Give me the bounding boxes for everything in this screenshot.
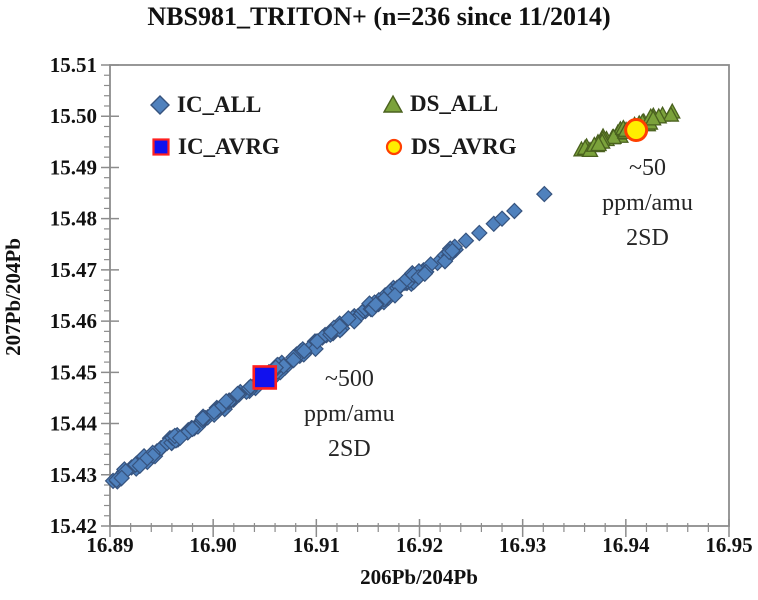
- svg-text:16.93: 16.93: [499, 533, 546, 557]
- annotation-line: ~50: [628, 155, 666, 182]
- svg-text:15.49: 15.49: [50, 155, 97, 179]
- svg-text:15.47: 15.47: [50, 258, 97, 282]
- legend-item-ic-all: IC_ALL: [150, 92, 261, 118]
- legend-label-ic-avrg: IC_AVRG: [178, 134, 280, 159]
- annotation-line: ~500: [324, 366, 374, 393]
- annotation-ic-2sd: ~500 ppm/amu 2SD: [254, 362, 444, 467]
- legend-label-ds-avrg: DS_AVRG: [411, 134, 517, 159]
- legend-item-ic-avrg: IC_AVRG: [151, 134, 280, 160]
- svg-text:15.51: 15.51: [50, 53, 97, 77]
- y-axis-title: 207Pb/204Pb: [1, 238, 25, 356]
- series-ic-avrg: [252, 365, 278, 390]
- svg-text:16.91: 16.91: [293, 533, 340, 557]
- annotation-ds-2sd: ~50 ppm/amu 2SD: [552, 151, 742, 256]
- legend-item-ds-all: DS_ALL: [383, 91, 498, 117]
- svg-text:15.46: 15.46: [50, 309, 97, 333]
- annotation-line: 2SD: [328, 436, 371, 463]
- svg-text:15.43: 15.43: [50, 463, 97, 487]
- green-triangle-icon: [383, 94, 403, 113]
- annotation-line: ppm/amu: [304, 401, 395, 428]
- svg-text:16.94: 16.94: [602, 533, 650, 557]
- svg-text:15.42: 15.42: [50, 514, 97, 538]
- chart-title: NBS981_TRITON+ (n=236 since 11/2014): [147, 2, 611, 31]
- legend-label-ds-all: DS_ALL: [410, 91, 499, 116]
- annotation-line: ppm/amu: [602, 190, 693, 217]
- svg-text:15.44: 15.44: [50, 412, 98, 436]
- svg-text:15.50: 15.50: [50, 104, 97, 128]
- legend-item-ds-avrg: DS_AVRG: [384, 134, 517, 160]
- yellow-circle-icon: [385, 138, 403, 156]
- svg-text:16.89: 16.89: [86, 533, 133, 557]
- blue-diamond-icon: [150, 95, 170, 115]
- x-axis-title: 206Pb/204Pb: [360, 565, 478, 589]
- scatter-series-layer: [104, 102, 681, 490]
- annotation-line: 2SD: [626, 225, 669, 252]
- svg-text:16.90: 16.90: [190, 533, 237, 557]
- svg-text:15.48: 15.48: [50, 207, 97, 231]
- svg-text:16.95: 16.95: [705, 533, 752, 557]
- svg-text:15.45: 15.45: [50, 360, 97, 384]
- series-ic-all: [104, 185, 553, 490]
- svg-text:16.92: 16.92: [396, 533, 443, 557]
- series-ds-avrg: [624, 118, 649, 143]
- blue-square-icon: [152, 138, 170, 156]
- legend-label-ic-all: IC_ALL: [177, 92, 262, 117]
- axes-layer: 16.89 16.90 16.91 16.92 16.93 16.94 16.95 15.42…: [50, 53, 753, 557]
